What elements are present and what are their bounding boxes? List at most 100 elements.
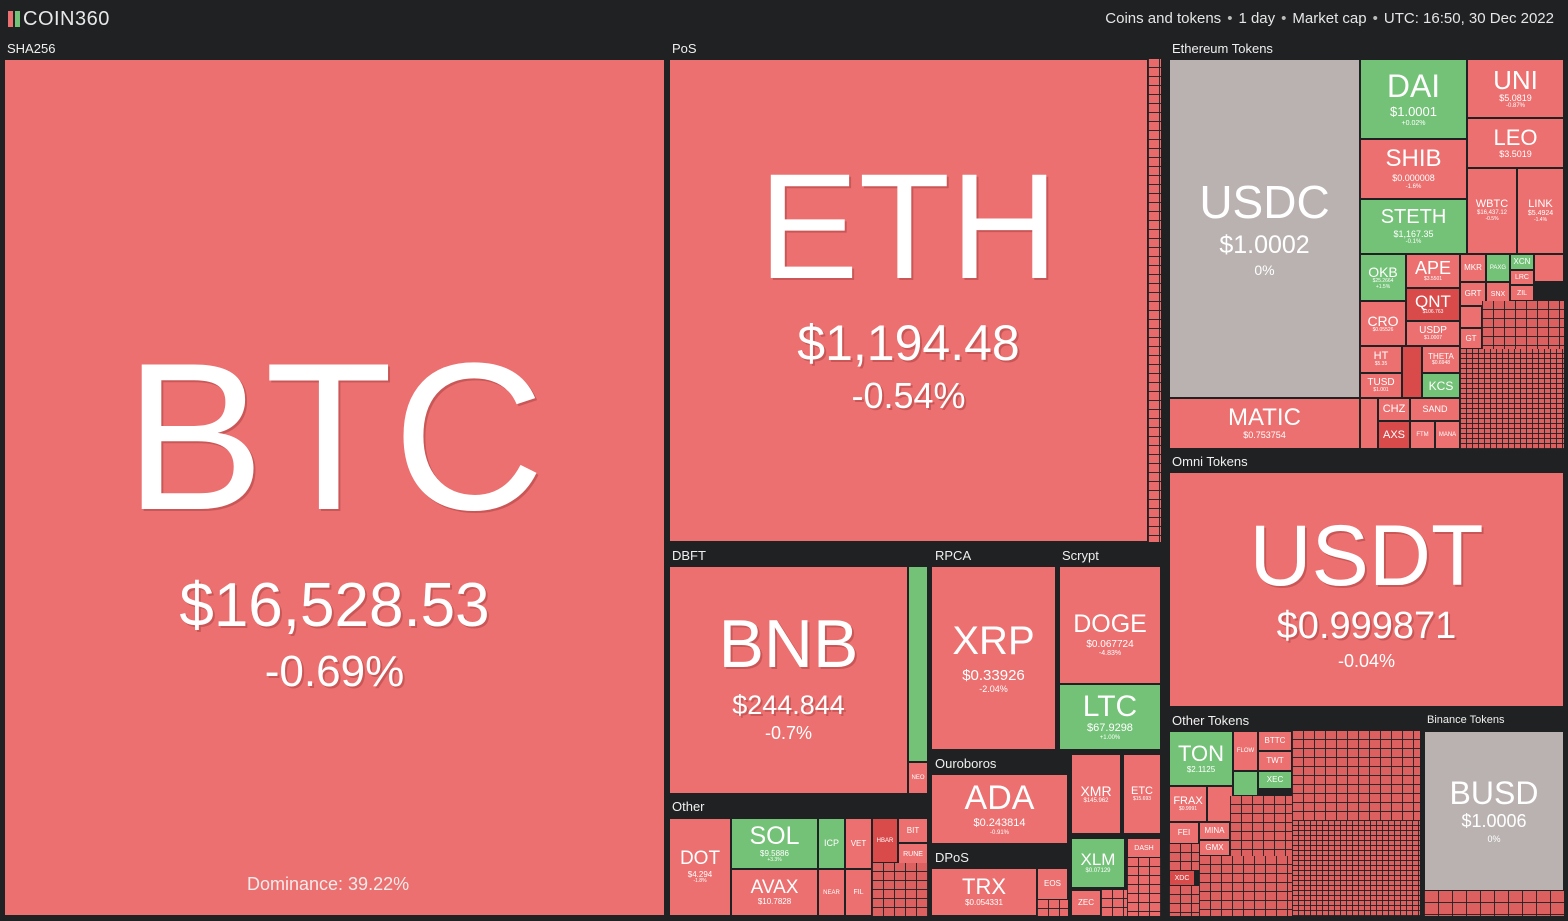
- tile-theta[interactable]: THETA $0.6948: [1422, 346, 1460, 373]
- tile-bnb[interactable]: BNB $244.844 -0.7%: [669, 566, 908, 794]
- tile-leo[interactable]: LEO $3.5019: [1467, 118, 1564, 168]
- other-tokens-tiny: [1292, 821, 1420, 916]
- tile-grt[interactable]: GRT: [1460, 282, 1486, 306]
- tile-xcn[interactable]: XCN: [1510, 254, 1534, 270]
- tile-matic[interactable]: MATIC $0.753754: [1169, 398, 1360, 449]
- tile-doge[interactable]: DOGE $0.067724 -4.83%: [1059, 566, 1161, 684]
- tile-xec[interactable]: XEC: [1258, 771, 1292, 789]
- tile-ht[interactable]: HT $5.35: [1360, 346, 1402, 373]
- tile-symbol: USDT: [1249, 508, 1484, 605]
- tile-steth[interactable]: STETH $1,167.35 -0.1%: [1360, 199, 1467, 254]
- tile-ape[interactable]: APE $3.5501: [1406, 254, 1460, 288]
- tile-twt[interactable]: TWT: [1258, 751, 1292, 771]
- tile-fil[interactable]: FIL: [845, 869, 872, 916]
- tile-price: $0.9991: [1178, 805, 1198, 812]
- tile-price: $0.000008: [1392, 173, 1435, 184]
- tile-usdc[interactable]: USDC $1.0002 0%: [1169, 59, 1360, 398]
- tile-change: -1.8%: [693, 878, 707, 885]
- tile-zec[interactable]: ZEC: [1071, 890, 1101, 916]
- tile-usdt[interactable]: USDT $0.999871 -0.04%: [1169, 472, 1564, 707]
- context-scope[interactable]: Coins and tokens: [1105, 10, 1222, 27]
- tile-rune[interactable]: RUNE: [898, 843, 928, 865]
- tile-small-dbft[interactable]: [908, 566, 928, 762]
- tile-gmx[interactable]: GMX: [1199, 840, 1230, 856]
- tile-symbol: GMX: [1205, 843, 1224, 852]
- tile-ton[interactable]: TON $2.1125: [1169, 731, 1233, 786]
- tile-flow[interactable]: FLOW: [1233, 731, 1258, 771]
- tile-okb[interactable]: OKB $25.2664 +1.5%: [1360, 254, 1406, 301]
- coin360-logo[interactable]: COIN360: [8, 8, 110, 30]
- tile-gt[interactable]: GT: [1460, 328, 1482, 349]
- tile-bit[interactable]: BIT: [898, 818, 928, 843]
- tile-fei[interactable]: FEI: [1169, 822, 1199, 844]
- tile-avax[interactable]: AVAX $10.7828: [731, 869, 818, 916]
- tile-xlm[interactable]: XLM $0.07129: [1071, 838, 1125, 888]
- tile-small-ethtoken[interactable]: [1402, 346, 1422, 398]
- tile-symbol: FTM: [1416, 432, 1429, 438]
- tile-usdp[interactable]: USDP $1.0007: [1406, 321, 1460, 346]
- tile-small-ethtoken[interactable]: [1360, 398, 1378, 449]
- tile-price: $10.7828: [757, 897, 792, 907]
- tile-vet[interactable]: VET: [845, 818, 872, 869]
- tile-dash[interactable]: DASH: [1127, 838, 1161, 858]
- other-tokens-small-b: [1169, 886, 1199, 916]
- tile-uni[interactable]: UNI $5.0819 -0.87%: [1467, 59, 1564, 118]
- tile-change: -0.04%: [1337, 651, 1396, 671]
- tile-small-ethtoken[interactable]: [1460, 306, 1482, 328]
- tile-trx[interactable]: TRX $0.054331: [931, 868, 1037, 916]
- group-label-rpca: RPCA: [935, 548, 972, 563]
- tile-neo[interactable]: NEO: [908, 762, 928, 794]
- tile-price: $3.5501: [1423, 276, 1443, 283]
- tile-mkr[interactable]: MKR: [1460, 254, 1486, 282]
- tile-cro[interactable]: CRO $0.05526: [1360, 301, 1406, 346]
- group-label-binance-tokens: Binance Tokens: [1427, 714, 1505, 726]
- tile-xmr[interactable]: XMR $145.962: [1071, 754, 1121, 834]
- tile-xrp[interactable]: XRP $0.33926 -2.04%: [931, 566, 1056, 750]
- tile-dai[interactable]: DAI $1.0001 +0.02%: [1360, 59, 1467, 139]
- tile-bttc[interactable]: BTTC: [1258, 731, 1292, 751]
- tile-ftm[interactable]: FTM: [1410, 421, 1435, 449]
- tile-near[interactable]: NEAR: [818, 869, 845, 916]
- tile-frax[interactable]: FRAX $0.9991: [1169, 786, 1207, 822]
- group-label-eth-tokens: Ethereum Tokens: [1172, 41, 1273, 56]
- tile-xdc[interactable]: XDC: [1169, 870, 1195, 886]
- tile-shib[interactable]: SHIB $0.000008 -1.6%: [1360, 139, 1467, 199]
- tile-ada[interactable]: ADA $0.243814 -0.91%: [931, 774, 1068, 844]
- tile-symbol: ADA: [964, 779, 1035, 818]
- tile-symbol: ZEC: [1078, 898, 1094, 907]
- tile-qnt[interactable]: QNT $106.763: [1406, 288, 1460, 321]
- tile-price: $16,528.53: [179, 571, 490, 640]
- tile-tusd[interactable]: TUSD $1.001: [1360, 373, 1402, 398]
- tile-chz[interactable]: CHZ: [1378, 398, 1410, 421]
- tile-dot[interactable]: DOT $4.294 -1.8%: [669, 818, 731, 916]
- tile-small-ethtoken[interactable]: [1534, 254, 1564, 282]
- tile-paxg[interactable]: PAXG: [1486, 254, 1510, 282]
- tile-sol[interactable]: SOL $9.5886 +3.3%: [731, 818, 818, 869]
- tile-mana[interactable]: MANA: [1435, 421, 1460, 449]
- logo-text: COIN360: [23, 7, 110, 30]
- tile-sand[interactable]: SAND: [1410, 398, 1460, 421]
- tile-etc[interactable]: ETC $15.693: [1123, 754, 1161, 834]
- tile-small-othertoken[interactable]: [1207, 786, 1233, 822]
- tile-icp[interactable]: ICP: [818, 818, 845, 869]
- tile-symbol: LTC: [1082, 690, 1138, 724]
- tile-hbar[interactable]: HBAR: [872, 818, 898, 863]
- view-context[interactable]: Coins and tokens • 1 day • Market cap • UTC: 1…: [1105, 10, 1554, 27]
- tile-eos[interactable]: EOS: [1037, 868, 1068, 900]
- tile-wbtc[interactable]: WBTC $16,437.12 -0.5%: [1467, 168, 1517, 254]
- tile-eth[interactable]: ETH $1,194.48 -0.54%: [669, 59, 1148, 542]
- tile-axs[interactable]: AXS: [1378, 421, 1410, 449]
- tile-lrc[interactable]: LRC: [1510, 270, 1534, 285]
- tile-change: -0.54%: [851, 374, 966, 416]
- tile-ltc[interactable]: LTC $67.9298 +1.00%: [1059, 684, 1161, 750]
- tile-mina[interactable]: MINA: [1199, 822, 1230, 840]
- context-metric[interactable]: Market cap: [1292, 10, 1367, 27]
- context-period[interactable]: 1 day: [1238, 10, 1276, 27]
- tile-link[interactable]: LINK $5.4924 -1.4%: [1517, 168, 1564, 254]
- tile-small-othertoken[interactable]: [1233, 771, 1258, 796]
- tile-btc[interactable]: BTC $16,528.53 -0.69%: [4, 59, 665, 916]
- tile-busd[interactable]: BUSD $1.0006 0%: [1424, 731, 1564, 891]
- tile-zil[interactable]: ZIL: [1510, 285, 1534, 301]
- tile-price: $1.0001: [1390, 104, 1437, 119]
- tile-kcs[interactable]: KCS: [1422, 373, 1460, 398]
